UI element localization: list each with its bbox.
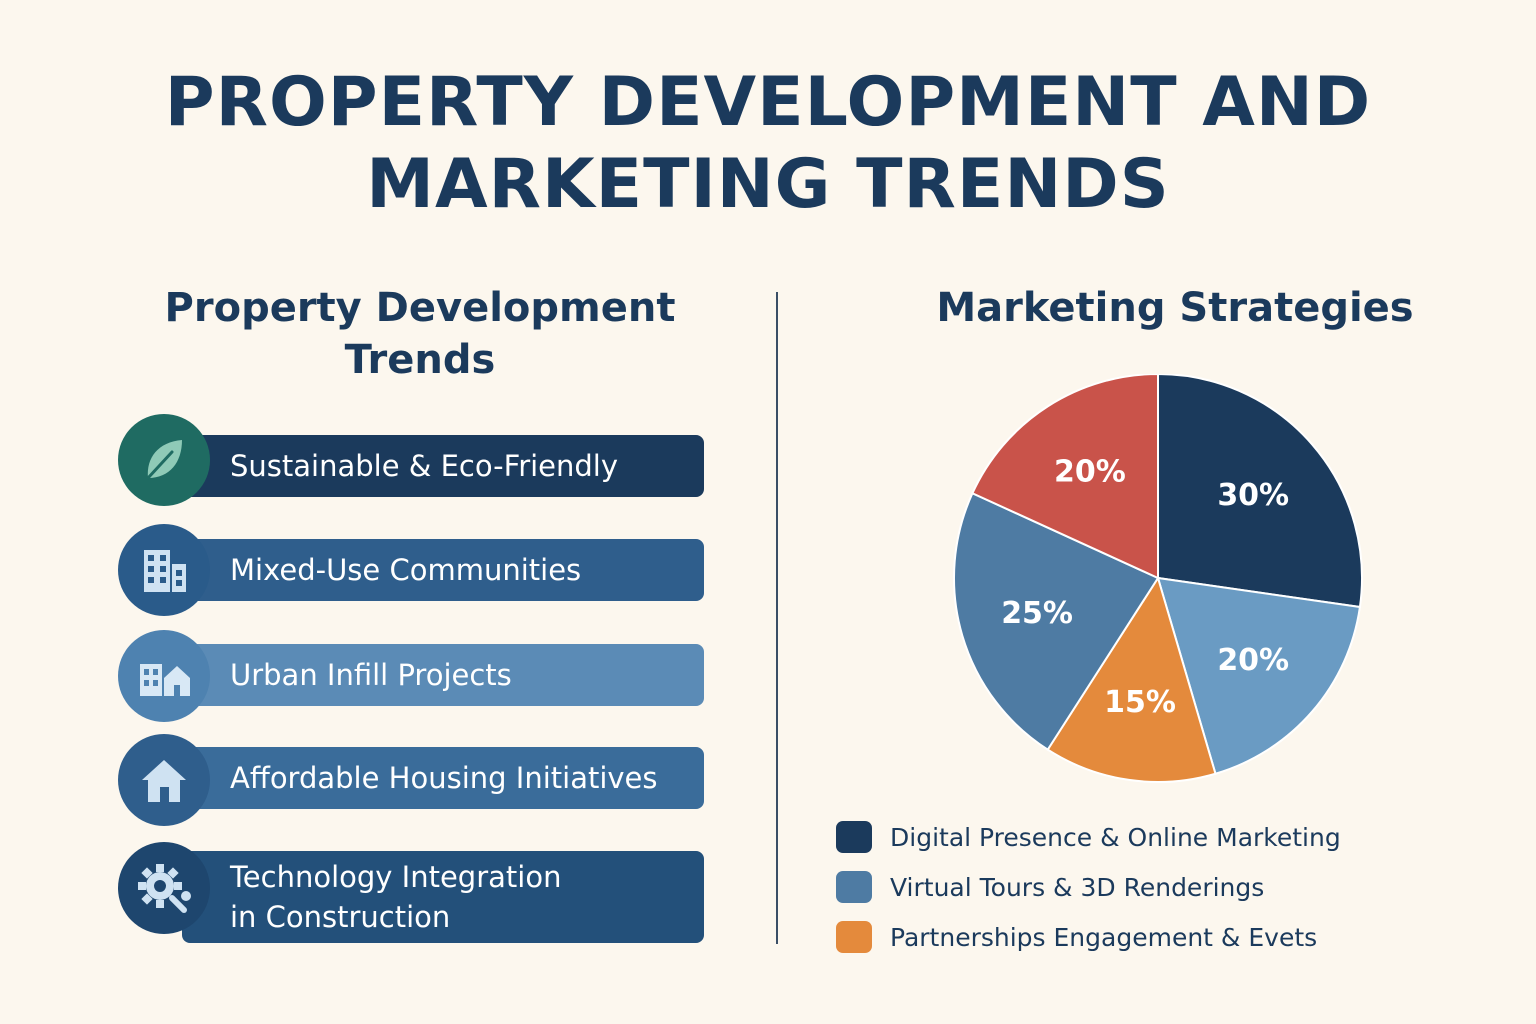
pie-slice-label: 20% bbox=[1217, 643, 1289, 678]
trend-label: Technology Integration in Construction bbox=[230, 860, 562, 934]
house-icon bbox=[142, 760, 186, 802]
marketing-strategies-title: Marketing Strategies bbox=[936, 285, 1414, 331]
trend-item-urban-infill: Urban Infill Projects bbox=[118, 628, 704, 724]
pie-chart-svg: 30% 20% 15% 25% 20% bbox=[953, 374, 1363, 783]
pie-slice bbox=[1156, 576, 1362, 775]
gear-wrench-icon bbox=[138, 864, 191, 913]
section-divider bbox=[776, 292, 778, 944]
trend-bar: Technology Integration in Construction bbox=[182, 851, 704, 943]
buildings-icon bbox=[144, 550, 186, 592]
legend-swatch bbox=[836, 871, 872, 903]
legend-swatch bbox=[836, 821, 872, 853]
trend-badge bbox=[118, 842, 210, 934]
marketing-pie-chart: 30% 20% 15% 25% 20% bbox=[950, 374, 1370, 788]
trend-label: Sustainable & Eco-Friendly bbox=[230, 449, 619, 483]
legend-label: Digital Presence & Online Marketing bbox=[890, 822, 1341, 852]
pie-slice-label: 20% bbox=[1054, 455, 1126, 490]
legend-item: Virtual Tours & 3D Renderings bbox=[836, 862, 1396, 912]
trend-item-sustainable: Sustainable & Eco-Friendly bbox=[118, 414, 704, 510]
trend-badge bbox=[118, 414, 210, 506]
pie-slice-label: 30% bbox=[1217, 478, 1289, 513]
legend-label: Partnerships Engagement & Evets bbox=[890, 922, 1318, 952]
pie-slice bbox=[1157, 374, 1363, 609]
trend-label: Urban Infill Projects bbox=[230, 658, 512, 692]
trend-label: Affordable Housing Initiatives bbox=[230, 761, 658, 795]
legend-item: Partnerships Engagement & Evets bbox=[836, 912, 1396, 962]
trend-item-technology: Technology Integration in Construction bbox=[118, 836, 704, 946]
trend-bar: Sustainable & Eco-Friendly bbox=[182, 435, 704, 497]
trend-badge bbox=[118, 630, 210, 722]
pie-slice bbox=[971, 374, 1159, 580]
development-trends-title: Property Development Trends bbox=[164, 285, 676, 383]
pie-slice-label: 25% bbox=[1001, 596, 1073, 631]
trend-bar: Urban Infill Projects bbox=[182, 644, 704, 706]
trend-bar: Affordable Housing Initiatives bbox=[182, 747, 704, 809]
trend-item-mixed-use: Mixed-Use Communities bbox=[118, 522, 704, 618]
trend-item-affordable-housing: Affordable Housing Initiatives bbox=[118, 732, 704, 828]
trend-bar: Mixed-Use Communities bbox=[182, 539, 704, 601]
pie-slice-label: 15% bbox=[1104, 685, 1176, 720]
trend-badge bbox=[118, 734, 210, 826]
legend-swatch bbox=[836, 921, 872, 953]
pie-legend: Digital Presence & Online Marketing Virt… bbox=[836, 812, 1396, 962]
pie-slice bbox=[1046, 575, 1217, 783]
trend-label: Mixed-Use Communities bbox=[230, 553, 582, 587]
trend-badge bbox=[118, 524, 210, 616]
legend-label: Virtual Tours & 3D Renderings bbox=[890, 872, 1265, 902]
urban-infill-icon bbox=[140, 664, 190, 696]
pie-slice bbox=[953, 491, 1160, 751]
leaf-icon bbox=[146, 440, 182, 480]
main-title: PROPERTY DEVELOPMENT AND MARKETING TREND… bbox=[164, 63, 1372, 224]
legend-item: Digital Presence & Online Marketing bbox=[836, 812, 1396, 862]
